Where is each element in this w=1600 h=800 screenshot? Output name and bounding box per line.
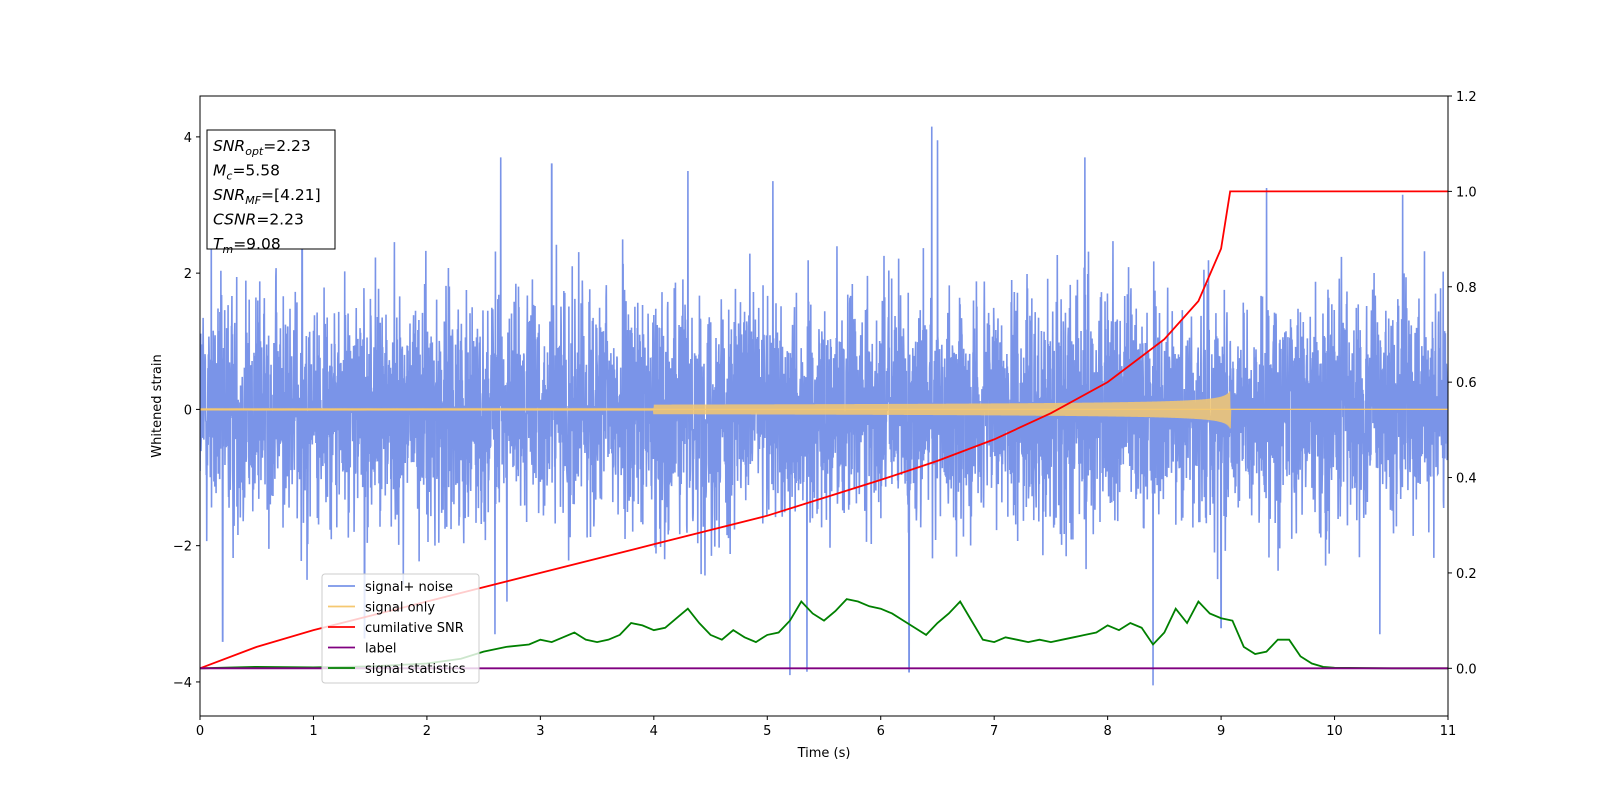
y2-tick-label: 0.6 (1456, 376, 1477, 391)
stats-subscript: MF (245, 194, 261, 207)
stats-value: =5.58 (232, 162, 280, 180)
stats-symbol: M (213, 162, 226, 180)
stats-box: SNRopt=2.23Mc=5.58SNRMF=[4.21]CSNR=2.23T… (206, 129, 336, 256)
x-tick-label: 9 (1217, 724, 1225, 739)
plot-area (200, 126, 1448, 686)
y-axis-label: Whitened strain (150, 354, 165, 457)
y2-tick-label: 1.0 (1456, 185, 1477, 200)
x-tick-label: 7 (990, 724, 998, 739)
y2-tick-label: 1.2 (1456, 90, 1477, 105)
x-tick-label: 11 (1440, 724, 1457, 739)
y2-tick-label: 0.2 (1456, 567, 1477, 582)
y-tick-label: −4 (173, 676, 192, 691)
legend: signal+ noise signal only cumilative SNR la… (321, 573, 480, 684)
stats-symbol: SNR (213, 186, 245, 204)
stats-line: Mc=5.58 (213, 162, 280, 183)
y-tick-label: 2 (184, 267, 192, 282)
y2-tick-label: 0.0 (1456, 662, 1477, 677)
y-tick-label: 0 (184, 403, 192, 418)
x-tick-label: 8 (1103, 724, 1111, 739)
stats-subscript: c (226, 170, 232, 183)
legend-entry: cumilative SNR (365, 621, 464, 636)
legend-entry: label (365, 642, 396, 657)
y-axis-ticks: −4 −2 0 2 4 (173, 131, 200, 691)
x-tick-label: 3 (536, 724, 544, 739)
x-tick-label: 10 (1326, 724, 1343, 739)
x-tick-label: 1 (309, 724, 317, 739)
y-tick-label: 4 (184, 131, 192, 146)
stats-line: SNRopt=2.23 (213, 137, 311, 158)
legend-entry: signal only (365, 601, 435, 616)
x-axis-label: Time (s) (797, 746, 851, 761)
stats-line: Tm=9.08 (213, 235, 281, 256)
x-tick-label: 5 (763, 724, 771, 739)
y2-axis-ticks: 0.0 0.2 0.4 0.6 0.8 1.0 1.2 (1448, 90, 1477, 677)
stats-symbol: CSNR (213, 211, 256, 229)
legend-entry: signal+ noise (365, 580, 453, 595)
stats-subscript: m (222, 243, 233, 256)
x-tick-label: 2 (423, 724, 431, 739)
y2-tick-label: 0.4 (1456, 472, 1477, 487)
stats-value: =[4.21] (261, 186, 321, 204)
legend-entry: signal statistics (365, 662, 466, 677)
axes-frame (199, 95, 1449, 717)
stats-symbol: T (213, 235, 224, 253)
x-tick-label: 6 (877, 724, 885, 739)
y2-tick-label: 0.8 (1456, 281, 1477, 296)
stats-box-frame (206, 129, 336, 250)
signal-statistics-line (200, 598, 1448, 670)
stats-line: SNRMF=[4.21] (213, 186, 321, 207)
x-tick-label: 4 (650, 724, 658, 739)
signal-only-layer (200, 391, 1448, 429)
legend-frame (321, 573, 480, 684)
y-tick-label: −2 (173, 540, 192, 555)
x-axis-ticks: 0 1 2 3 4 5 6 7 8 9 10 11 (196, 716, 1456, 739)
stats-symbol: SNR (213, 137, 245, 155)
stats-value: =2.23 (256, 211, 304, 229)
stats-subscript: opt (245, 145, 264, 158)
stats-value: =9.08 (233, 235, 281, 253)
stats-line: CSNR=2.23 (213, 211, 304, 229)
x-tick-label: 0 (196, 724, 204, 739)
stats-value: =2.23 (263, 137, 311, 155)
